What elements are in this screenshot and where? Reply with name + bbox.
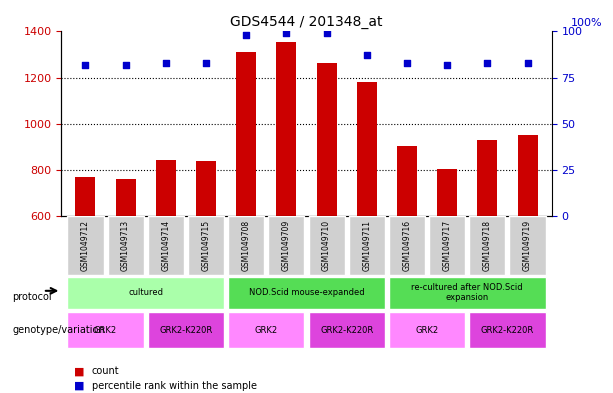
FancyBboxPatch shape xyxy=(268,216,305,275)
Text: GSM1049711: GSM1049711 xyxy=(362,220,371,271)
Text: GRK2: GRK2 xyxy=(255,326,278,334)
Point xyxy=(201,60,211,66)
Point xyxy=(523,60,533,66)
Text: protocol: protocol xyxy=(12,292,52,302)
FancyBboxPatch shape xyxy=(228,277,385,309)
Point xyxy=(482,60,492,66)
FancyBboxPatch shape xyxy=(107,216,143,275)
FancyBboxPatch shape xyxy=(188,216,224,275)
Bar xyxy=(196,161,216,216)
Point xyxy=(80,62,90,68)
Point xyxy=(242,32,251,38)
Text: GSM1049714: GSM1049714 xyxy=(161,220,170,271)
FancyBboxPatch shape xyxy=(429,216,465,275)
Text: GSM1049719: GSM1049719 xyxy=(523,220,532,271)
Text: percentile rank within the sample: percentile rank within the sample xyxy=(92,381,257,391)
Text: re-cultured after NOD.Scid
expansion: re-cultured after NOD.Scid expansion xyxy=(411,283,523,303)
Bar xyxy=(276,42,297,216)
FancyBboxPatch shape xyxy=(148,216,184,275)
Text: ■: ■ xyxy=(74,381,84,391)
FancyBboxPatch shape xyxy=(349,216,385,275)
Text: GRK2-K220R: GRK2-K220R xyxy=(159,326,213,334)
Text: GSM1049716: GSM1049716 xyxy=(403,220,411,271)
Text: GSM1049717: GSM1049717 xyxy=(443,220,452,271)
Point xyxy=(402,60,412,66)
FancyBboxPatch shape xyxy=(389,312,465,348)
Text: GSM1049708: GSM1049708 xyxy=(242,220,251,271)
Point xyxy=(443,62,452,68)
FancyBboxPatch shape xyxy=(470,216,506,275)
Text: cultured: cultured xyxy=(128,288,163,297)
FancyBboxPatch shape xyxy=(67,312,143,348)
Text: GSM1049709: GSM1049709 xyxy=(282,220,291,271)
FancyBboxPatch shape xyxy=(389,216,425,275)
Text: genotype/variation: genotype/variation xyxy=(12,325,105,335)
Text: NOD.Scid mouse-expanded: NOD.Scid mouse-expanded xyxy=(249,288,364,297)
Text: GRK2-K220R: GRK2-K220R xyxy=(481,326,534,334)
Text: ■: ■ xyxy=(74,366,84,376)
Bar xyxy=(116,178,135,216)
FancyBboxPatch shape xyxy=(67,277,224,309)
Text: 100%: 100% xyxy=(571,18,603,28)
FancyBboxPatch shape xyxy=(228,216,264,275)
Point xyxy=(362,52,371,59)
Text: GSM1049712: GSM1049712 xyxy=(81,220,90,271)
FancyBboxPatch shape xyxy=(67,216,104,275)
Text: GRK2: GRK2 xyxy=(94,326,117,334)
Bar xyxy=(156,160,176,216)
Text: count: count xyxy=(92,366,120,376)
Point xyxy=(161,60,170,66)
Point xyxy=(281,30,291,37)
FancyBboxPatch shape xyxy=(509,216,546,275)
FancyBboxPatch shape xyxy=(148,312,224,348)
Point xyxy=(322,30,332,37)
Text: GSM1049713: GSM1049713 xyxy=(121,220,130,271)
Bar xyxy=(357,82,377,216)
Bar xyxy=(437,169,457,216)
Bar xyxy=(236,52,256,216)
FancyBboxPatch shape xyxy=(389,277,546,309)
FancyBboxPatch shape xyxy=(228,312,305,348)
Bar xyxy=(316,62,337,216)
Bar xyxy=(75,177,96,216)
Point xyxy=(121,62,131,68)
FancyBboxPatch shape xyxy=(470,312,546,348)
Text: GRK2-K220R: GRK2-K220R xyxy=(320,326,373,334)
Bar xyxy=(478,140,497,216)
Text: GSM1049710: GSM1049710 xyxy=(322,220,331,271)
Text: GSM1049718: GSM1049718 xyxy=(483,220,492,271)
Title: GDS4544 / 201348_at: GDS4544 / 201348_at xyxy=(230,15,383,29)
FancyBboxPatch shape xyxy=(308,216,345,275)
Bar xyxy=(397,146,417,216)
Text: GRK2: GRK2 xyxy=(416,326,439,334)
Text: GSM1049715: GSM1049715 xyxy=(202,220,210,271)
FancyBboxPatch shape xyxy=(308,312,385,348)
Bar xyxy=(517,135,538,216)
